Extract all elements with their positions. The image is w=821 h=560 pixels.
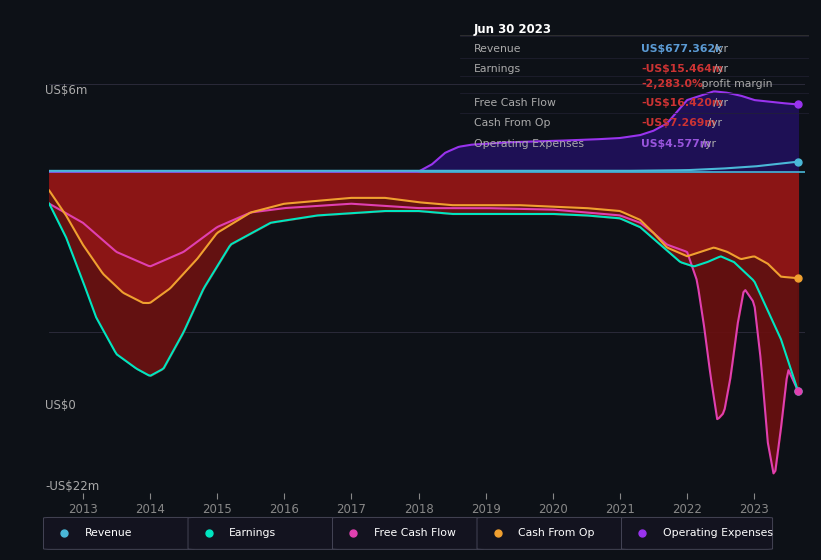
Text: Free Cash Flow: Free Cash Flow — [474, 97, 556, 108]
Text: -US$7.269m: -US$7.269m — [641, 118, 716, 128]
Text: /yr: /yr — [698, 139, 716, 149]
Text: /yr: /yr — [710, 44, 728, 54]
Text: Operating Expenses: Operating Expenses — [663, 529, 773, 538]
Text: Operating Expenses: Operating Expenses — [474, 139, 584, 149]
Text: US$677.362k: US$677.362k — [641, 44, 722, 54]
Text: -US$15.464m: -US$15.464m — [641, 64, 723, 74]
Text: Jun 30 2023: Jun 30 2023 — [474, 22, 552, 35]
Text: -US$22m: -US$22m — [45, 480, 99, 493]
Text: Earnings: Earnings — [474, 64, 521, 74]
Text: /yr: /yr — [704, 118, 722, 128]
Text: /yr: /yr — [710, 64, 728, 74]
Text: /yr: /yr — [710, 97, 728, 108]
FancyBboxPatch shape — [621, 517, 773, 549]
FancyBboxPatch shape — [333, 517, 484, 549]
Text: US$6m: US$6m — [45, 84, 88, 97]
Text: Earnings: Earnings — [229, 529, 276, 538]
Text: profit margin: profit margin — [698, 79, 773, 89]
Text: Revenue: Revenue — [85, 529, 132, 538]
Text: -US$16.420m: -US$16.420m — [641, 97, 723, 108]
Text: US$4.577m: US$4.577m — [641, 139, 711, 149]
Text: Free Cash Flow: Free Cash Flow — [374, 529, 456, 538]
Text: Revenue: Revenue — [474, 44, 521, 54]
Text: Cash From Op: Cash From Op — [518, 529, 594, 538]
Text: -2,283.0%: -2,283.0% — [641, 79, 704, 89]
FancyBboxPatch shape — [477, 517, 628, 549]
FancyBboxPatch shape — [188, 517, 339, 549]
Text: US$0: US$0 — [45, 399, 76, 412]
FancyBboxPatch shape — [44, 517, 195, 549]
Text: Cash From Op: Cash From Op — [474, 118, 550, 128]
